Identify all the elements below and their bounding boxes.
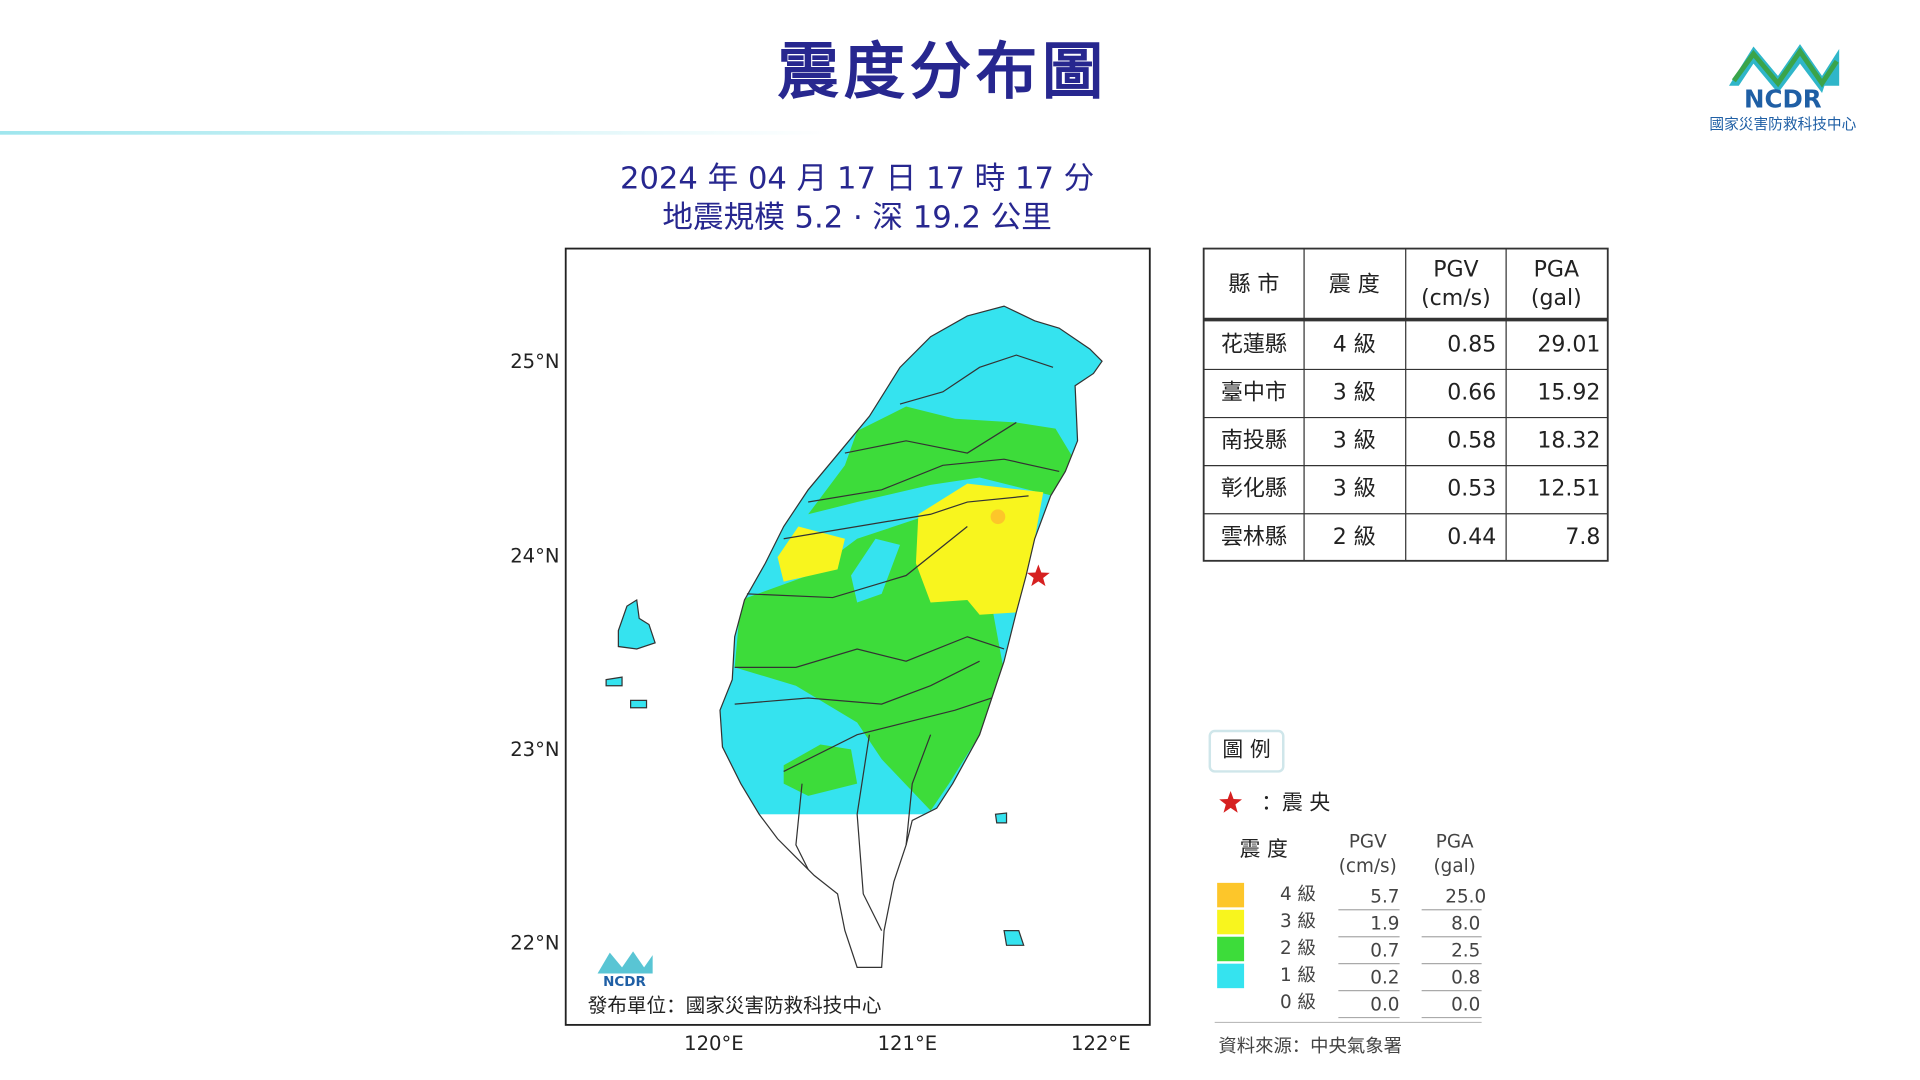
- legend-pga-header: PGA: [1436, 831, 1474, 852]
- table-header: PGV: [1433, 258, 1478, 283]
- table-cell: 12.51: [1537, 477, 1600, 502]
- table-cell: 3 級: [1333, 477, 1376, 502]
- legend-level: 0 級: [1280, 992, 1316, 1013]
- table-cell: 南投縣: [1221, 429, 1287, 454]
- logo: NCDR 國家災害防救科技中心: [1709, 44, 1857, 133]
- table-cell: 臺中市: [1221, 380, 1287, 405]
- legend-level: 2 級: [1280, 938, 1316, 959]
- table-cell: 3 級: [1333, 429, 1376, 454]
- publisher: 發布單位：國家災害防救科技中心: [588, 994, 882, 1017]
- lon-labels: 120°E 121°E 122°E: [684, 1032, 1130, 1055]
- event-info: 地震規模 5.2 · 深 19.2 公里: [662, 201, 1051, 236]
- table-header: (gal): [1531, 286, 1582, 311]
- legend-pga: 25.0: [1445, 887, 1486, 908]
- event-time: 2024 年 04 月 17 日 17 時 17 分: [620, 162, 1094, 197]
- map-logo: NCDR: [597, 951, 653, 990]
- page-title: 震度分布圖: [778, 37, 1109, 108]
- legend-pga: 0.8: [1451, 967, 1480, 988]
- map-logo-text: NCDR: [603, 975, 646, 990]
- lon-label: 122°E: [1071, 1032, 1131, 1055]
- legend-pga: 2.5: [1451, 940, 1480, 961]
- table-cell: 彰化縣: [1221, 477, 1287, 502]
- legend-swatch: [1217, 882, 1245, 908]
- table-cell: 花蓮縣: [1221, 332, 1287, 357]
- legend-level: 1 級: [1280, 965, 1316, 986]
- table-cell: 7.8: [1565, 525, 1600, 550]
- logo-org: 國家災害防救科技中心: [1709, 116, 1856, 133]
- table-header: (cm/s): [1421, 286, 1491, 311]
- legend-swatch: [1217, 963, 1245, 989]
- table-cell: 3 級: [1333, 380, 1376, 405]
- legend-level: 4 級: [1280, 884, 1316, 905]
- source: 資料來源：中央氣象署: [1218, 1036, 1402, 1057]
- legend-swatch: [1217, 909, 1245, 935]
- legend-pgv: 0.0: [1370, 994, 1399, 1015]
- table-cell: 2 級: [1333, 525, 1376, 550]
- legend-intensity-header: 震 度: [1240, 837, 1288, 861]
- divider: [0, 131, 833, 135]
- legend-epicenter: ：震 央: [1261, 790, 1330, 814]
- table-cell: 18.32: [1537, 429, 1600, 454]
- legend-level: 3 級: [1280, 911, 1316, 932]
- legend-pga: 8.0: [1451, 913, 1480, 934]
- logo-text: NCDR: [1744, 84, 1822, 113]
- lat-label: 23°N: [510, 738, 559, 761]
- lat-labels: 25°N 24°N 23°N 22°N: [510, 350, 559, 955]
- legend-title: 圖 例: [1222, 738, 1270, 762]
- table-cell: 15.92: [1537, 380, 1600, 405]
- table-cell: 0.44: [1447, 525, 1496, 550]
- table-cell: 4 級: [1333, 332, 1376, 357]
- table-cell: 0.58: [1447, 429, 1496, 454]
- lat-label: 22°N: [510, 932, 559, 955]
- legend-pgv: 5.7: [1370, 887, 1399, 908]
- lat-label: 25°N: [510, 350, 559, 373]
- lon-label: 120°E: [684, 1032, 744, 1055]
- epicenter: [1026, 564, 1050, 587]
- table-header: 縣 市: [1228, 272, 1279, 297]
- legend-pga: 0.0: [1451, 994, 1480, 1015]
- legend-swatch: [1217, 936, 1245, 962]
- legend-pga-unit: (gal): [1434, 856, 1476, 877]
- legend-pgv: 1.9: [1370, 913, 1399, 934]
- legend-pgv-header: PGV: [1349, 831, 1387, 852]
- legend-pgv-unit: (cm/s): [1339, 856, 1397, 877]
- borders: [719, 305, 1103, 968]
- lat-label: 24°N: [510, 545, 559, 568]
- table-cell: 0.53: [1447, 477, 1496, 502]
- legend-pgv: 0.2: [1370, 967, 1399, 988]
- islands: [605, 598, 1025, 946]
- table-header: 震 度: [1329, 272, 1380, 297]
- table-cell: 雲林縣: [1221, 525, 1287, 550]
- intensity-table: 縣 市 震 度 PGV (cm/s) PGA (gal) 花蓮縣 4 級 0.85 29.01 臺中…: [1202, 247, 1609, 562]
- table-header: PGA: [1534, 258, 1579, 283]
- table-cell: 0.66: [1447, 380, 1496, 405]
- legend: 圖 例 ：震 央 震 度 PGV (cm/s) PGA (gal) 資料來源：中…: [1208, 729, 1486, 1057]
- legend-pgv: 0.7: [1370, 940, 1399, 961]
- table-cell: 29.01: [1537, 332, 1600, 357]
- table-cell: 0.85: [1447, 332, 1496, 357]
- lon-label: 121°E: [878, 1032, 938, 1055]
